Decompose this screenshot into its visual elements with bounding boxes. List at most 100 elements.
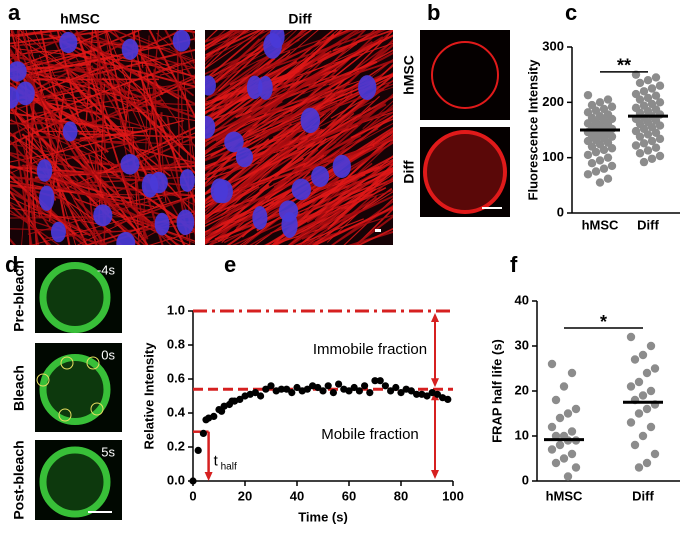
dot (551, 395, 561, 405)
data-point (366, 389, 374, 397)
actin-fiber (39, 30, 66, 138)
actin-fiber (10, 30, 114, 71)
actin-fiber (289, 208, 346, 245)
dot (650, 364, 660, 373)
data-point (407, 387, 415, 395)
data-point (355, 387, 363, 395)
actin-fiber (140, 221, 195, 244)
actin-fiber (238, 145, 373, 191)
x-tick-label: Diff (637, 217, 659, 232)
bleach-roi (90, 402, 104, 416)
x-tick-label: 100 (442, 488, 464, 503)
actin-fiber (132, 33, 195, 61)
actin-fiber (106, 30, 195, 97)
dot (607, 132, 617, 141)
actin-fiber (10, 129, 107, 174)
dot (567, 449, 577, 459)
actin-fiber (184, 30, 195, 70)
actin-fiber (245, 73, 393, 123)
actin-fiber (12, 72, 50, 138)
actin-fiber (103, 30, 131, 178)
y-tick-label: 0.8 (167, 336, 185, 351)
dot (555, 440, 565, 450)
data-point (293, 383, 301, 392)
actin-fiber (205, 52, 330, 121)
actin-fiber (205, 30, 234, 48)
dot (571, 404, 581, 414)
actin-fiber (281, 89, 335, 124)
y-tick-label: 1.0 (167, 302, 185, 317)
x-tick-label: 40 (290, 488, 304, 503)
nucleus (358, 75, 377, 100)
actin-fiber (63, 57, 153, 117)
dot (607, 102, 617, 111)
actin-fiber (283, 33, 335, 86)
actin-fiber (191, 30, 195, 43)
data-point (387, 387, 395, 395)
actin-fiber (136, 70, 195, 205)
actin-fiber (180, 82, 184, 143)
image-label: Diff (401, 160, 417, 184)
actin-fiber (282, 81, 350, 115)
actin-fiber (10, 153, 162, 229)
cell-membrane (39, 446, 111, 518)
actin-fiber (13, 133, 33, 245)
nucleus (258, 75, 273, 100)
actin-fiber (249, 161, 393, 245)
dot (571, 463, 581, 472)
dot (643, 76, 653, 85)
actin-fiber (10, 109, 61, 137)
cell-membrane (39, 354, 111, 425)
dot (547, 422, 557, 432)
actin-fiber (294, 218, 364, 245)
actin-fiber (96, 30, 107, 154)
data-point (257, 392, 265, 400)
actin-fiber (10, 174, 77, 236)
dot (563, 409, 573, 418)
dot (635, 149, 645, 158)
dot (559, 454, 569, 463)
actin-fiber (302, 158, 393, 205)
actin-fiber (164, 30, 195, 86)
arrowhead (204, 472, 213, 481)
data-point (199, 429, 207, 437)
nucleus (50, 221, 66, 243)
actin-fiber (339, 79, 393, 123)
actin-fiber (275, 159, 393, 241)
micrograph (10, 30, 195, 245)
nucleus (332, 154, 351, 179)
dot (646, 386, 656, 396)
data-point (361, 382, 369, 390)
actin-fiber (159, 66, 195, 76)
actin-fiber (205, 53, 306, 123)
nucleus (62, 121, 78, 142)
dot (642, 404, 652, 414)
dot (583, 90, 593, 100)
dot (647, 84, 657, 93)
actin-fiber (302, 59, 393, 95)
actin-fiber (153, 69, 158, 140)
actin-fiber (246, 30, 319, 92)
data-point (433, 390, 441, 398)
actin-fiber (205, 30, 262, 70)
data-point (413, 390, 421, 398)
time-label: 5s (101, 444, 115, 459)
dot (651, 91, 661, 100)
dot (639, 139, 649, 148)
data-point (444, 395, 452, 403)
nucleus (224, 131, 244, 153)
actin-fiber (214, 58, 276, 100)
actin-fiber (98, 83, 105, 225)
image-label: hMSC (60, 11, 100, 27)
cell-cortex (423, 130, 507, 214)
x-tick-label: hMSC (546, 488, 583, 503)
image-label: hMSC (401, 55, 417, 95)
nucleus (121, 38, 139, 60)
dot (551, 431, 561, 441)
actin-fiber (205, 30, 256, 50)
data-point (262, 385, 270, 393)
dot (634, 377, 644, 387)
actin-fiber (88, 194, 195, 196)
dot (603, 174, 613, 183)
